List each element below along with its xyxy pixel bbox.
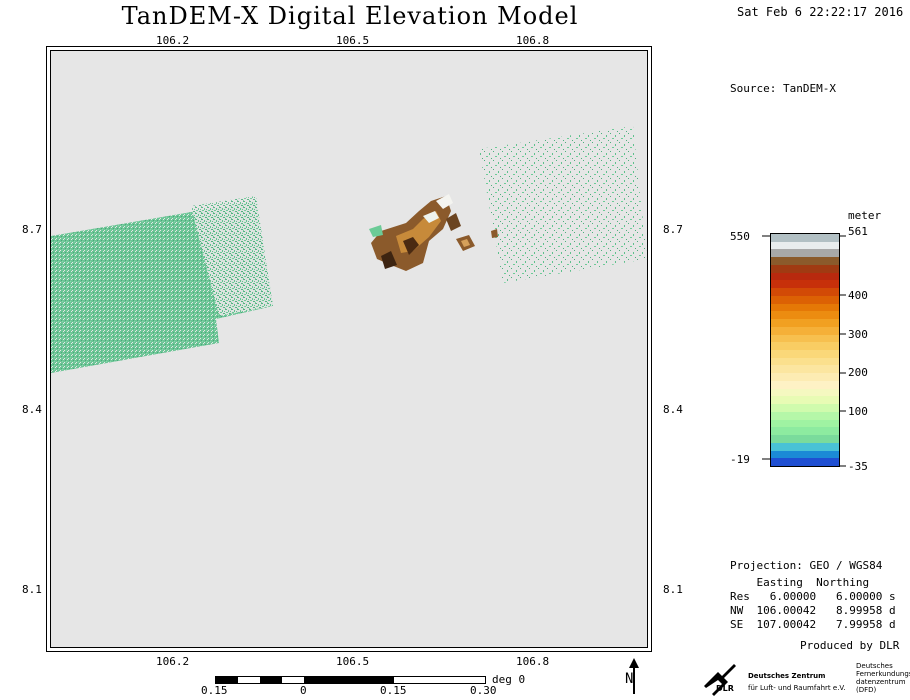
timestamp: Sat Feb 6 22:22:17 2016: [737, 5, 904, 19]
legend-swatch: [771, 311, 839, 320]
legend-swatch: [771, 388, 839, 397]
legend-unit: meter: [848, 209, 882, 222]
legend-swatch: [771, 380, 839, 389]
legend-right-label: 400: [848, 289, 868, 302]
x-tick-top: 106.5: [336, 34, 370, 47]
legend-swatch: [771, 419, 839, 428]
source-label: Source: TanDEM-X: [730, 82, 836, 95]
legend-ticks: [762, 235, 846, 467]
x-tick-top: 106.8: [516, 34, 550, 47]
legend-right-label: -35: [848, 460, 868, 473]
legend-swatch: [771, 435, 839, 444]
legend-right-label: 561: [848, 225, 868, 238]
legend-swatch: [771, 272, 839, 281]
y-tick-right: 8.7: [663, 223, 683, 236]
map-area[interactable]: [50, 50, 648, 648]
legend-swatch: [771, 326, 839, 335]
dlr-logo-icon: [704, 664, 736, 696]
legend-right-label: 300: [848, 328, 868, 341]
legend-swatch: [771, 342, 839, 351]
legend-swatch: [771, 334, 839, 343]
x-tick-bottom: 106.8: [516, 655, 550, 668]
scale-label: 0.15: [380, 684, 407, 697]
dlr-logo-line2: für Luft- und Raumfahrt e.V.: [748, 684, 846, 692]
y-tick-left: 8.4: [22, 403, 42, 416]
scale-label: 0.30: [470, 684, 497, 697]
legend-swatch: [771, 264, 839, 273]
scale-unit: deg 0: [492, 673, 526, 686]
scale-bar: [215, 676, 486, 684]
legend-swatch: [771, 257, 839, 266]
legend-swatch: [771, 241, 839, 250]
y-tick-right: 8.1: [663, 583, 683, 596]
map-frame-outer: [46, 46, 652, 652]
legend-swatch: [771, 458, 839, 467]
legend-swatch: [771, 280, 839, 289]
dfd-logo-line4: (DFD): [856, 686, 877, 694]
y-tick-left: 8.7: [22, 223, 42, 236]
north-label: N: [625, 671, 634, 687]
legend-left-label: -19: [730, 453, 750, 466]
legend-swatch: [771, 357, 839, 366]
dlr-logo-name: DLR: [716, 684, 734, 693]
y-tick-right: 8.4: [663, 403, 683, 416]
y-tick-left: 8.1: [22, 583, 42, 596]
legend-swatch: [771, 404, 839, 413]
legend-swatch: [771, 295, 839, 304]
legend-swatch: [771, 396, 839, 405]
produced-by: Produced by DLR: [800, 639, 900, 652]
scale-label: 0.15: [201, 684, 228, 697]
info-nw: NW 106.00042 8.99958 d: [730, 604, 896, 617]
dem-island: [369, 194, 498, 271]
legend-swatch: [771, 350, 839, 358]
legend-colorbar: [770, 233, 840, 467]
legend-swatch: [771, 411, 839, 420]
info-se: SE 107.00042 7.99958 d: [730, 618, 896, 631]
dem-swath-right: [479, 126, 647, 283]
x-tick-top: 106.2: [156, 34, 190, 47]
legend-swatch: [771, 234, 839, 242]
legend-swatch: [771, 442, 839, 451]
x-tick-bottom: 106.5: [336, 655, 370, 668]
projection-label: Projection: GEO / WGS84: [730, 559, 883, 572]
x-tick-bottom: 106.2: [156, 655, 190, 668]
legend-swatch: [771, 288, 839, 297]
legend-swatch: [771, 303, 839, 312]
elevation-map: [51, 126, 647, 373]
dfd-logo-line3: datenzentrum: [856, 678, 906, 686]
legend-swatch: [771, 450, 839, 459]
dfd-logo-line1: Deutsches: [856, 662, 893, 670]
legend-right-label: 200: [848, 366, 868, 379]
legend-swatch: [771, 373, 839, 382]
scale-label: 0: [300, 684, 307, 697]
info-res: Res 6.00000 6.00000 s: [730, 590, 896, 603]
info-header: Easting Northing: [730, 576, 870, 589]
north-arrow-icon: [629, 658, 639, 694]
legend-swatch: [771, 427, 839, 436]
legend-right-label: 100: [848, 405, 868, 418]
legend-left-label: 550: [730, 230, 750, 243]
dfd-logo-line2: Fernerkundungs-: [856, 670, 910, 678]
map-title: TanDEM-X Digital Elevation Model: [121, 2, 579, 30]
legend-swatch: [771, 319, 839, 328]
legend-swatch: [771, 365, 839, 374]
legend-swatch: [771, 249, 839, 258]
dem-swath-left-edge: [191, 196, 273, 316]
dlr-logo-line1: Deutsches Zentrum: [748, 672, 826, 680]
